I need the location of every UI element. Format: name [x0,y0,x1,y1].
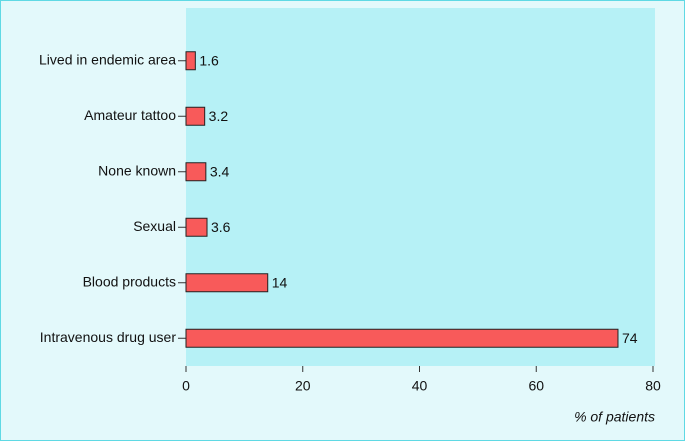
value-label: 1.6 [199,52,219,68]
x-tick-label: 60 [528,378,544,394]
y-tick-label: None known [98,162,176,178]
x-tick-label: 40 [412,378,428,394]
y-tick-label: Sexual [133,218,176,234]
bar [185,273,269,293]
plot-area [186,8,655,366]
value-label: 3.6 [211,219,231,235]
value-label: 3.4 [210,163,230,179]
y-tick-label: Amateur tattoo [84,107,176,123]
y-tick-label: Blood products [83,273,176,289]
value-label: 14 [272,274,288,290]
bar [185,328,619,348]
bar [185,106,206,126]
bar [185,217,208,237]
x-tick-label: 20 [295,378,311,394]
bar [185,162,207,182]
x-tick-label: 80 [645,378,661,394]
value-label: 74 [622,330,638,346]
x-tick-label: 0 [182,378,190,394]
value-label: 3.2 [209,108,229,124]
x-axis-label: % of patients [574,409,655,425]
bar [185,51,196,71]
y-tick-label: Lived in endemic area [39,51,176,67]
y-tick-label: Intravenous drug user [40,329,177,345]
